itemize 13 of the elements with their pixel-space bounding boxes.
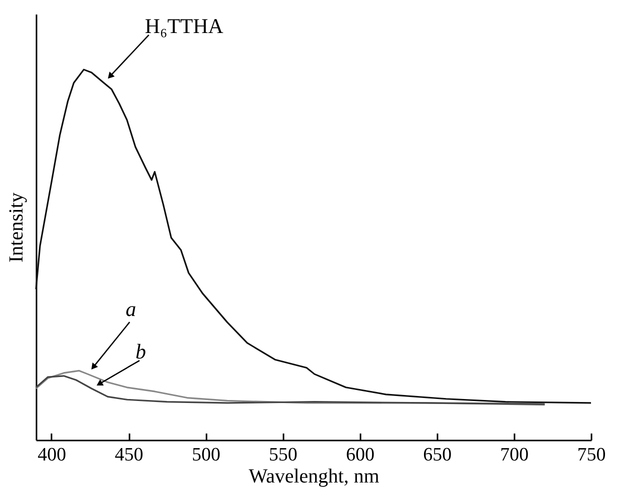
x-axis-title: Wavelenght, nm xyxy=(248,466,380,488)
x-tick-label: 750 xyxy=(577,444,606,466)
x-tick-label: 500 xyxy=(192,444,220,466)
x-tick-label: 600 xyxy=(346,444,374,466)
series-label: b xyxy=(136,340,146,364)
text: a xyxy=(126,297,136,322)
x-tick-label: 400 xyxy=(38,444,66,466)
x-tick-label: 450 xyxy=(114,444,144,466)
x-tick-label: 550 xyxy=(268,444,298,466)
y-axis-title: Intensity xyxy=(6,192,28,262)
x-tick-label: 700 xyxy=(500,444,529,466)
text: H₆TTHA xyxy=(144,14,224,38)
x-tick-label: 650 xyxy=(423,444,452,466)
